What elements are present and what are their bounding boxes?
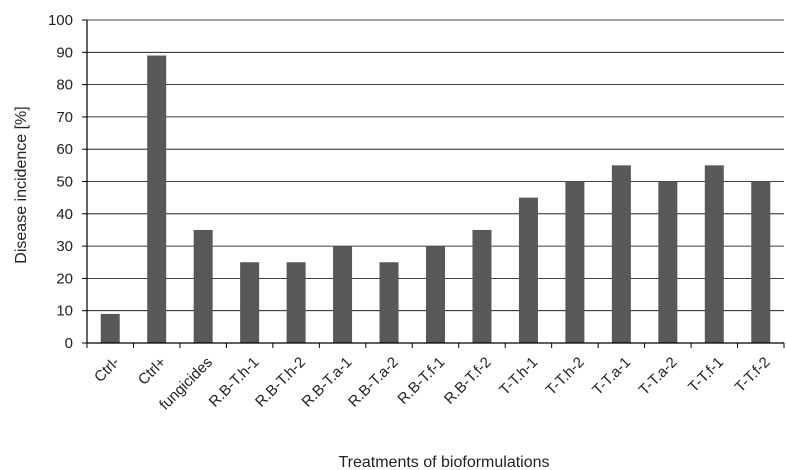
x-tick-label: R.B-T.a-1 [299, 354, 356, 411]
bar [704, 165, 724, 343]
x-tick-label: T-T.h-2 [543, 354, 588, 399]
y-tick-label: 20 [56, 270, 73, 287]
x-tick-label: T-T.h-1 [496, 354, 541, 399]
x-tick-label: R.B-T.a-2 [345, 354, 402, 411]
y-tick-label: 30 [56, 238, 73, 255]
bar [611, 165, 631, 343]
bar [658, 181, 678, 343]
x-tick-label: T-T.f-1 [685, 354, 727, 396]
y-tick-label: 10 [56, 303, 73, 320]
y-tick-label: 70 [56, 109, 73, 126]
y-tick-label: 60 [56, 141, 73, 158]
bar [426, 246, 445, 343]
x-axis-title: Treatments of bioformulations [338, 454, 549, 470]
x-tick-label: T-T.a-1 [589, 354, 634, 399]
bar [333, 246, 353, 343]
bar [379, 262, 399, 343]
bars [100, 55, 771, 343]
bar [147, 55, 167, 343]
y-tick-labels: 0 10 20 30 40 50 60 70 80 90 100 [48, 12, 87, 352]
bar [565, 181, 585, 343]
bar [472, 229, 492, 343]
bar [193, 229, 213, 343]
x-tick-label: R.B-T.h-1 [206, 354, 263, 411]
x-tick-label: Ctrl+ [135, 354, 170, 389]
x-tick-labels: Ctrl- Ctrl+fungicidesR.B-T.h-1R.B-T.h-2R.… [86, 343, 785, 414]
y-tick-label: 0 [65, 335, 73, 352]
x-tick-label: R.B-T.h-2 [252, 354, 309, 411]
y-tick-label: 100 [48, 12, 73, 29]
x-tick-label: R.B-T.f-2 [441, 354, 495, 408]
y-tick-label: 90 [56, 44, 73, 61]
bar [518, 197, 538, 343]
bar [751, 181, 771, 343]
y-tick-label: 40 [56, 206, 73, 223]
y-tick-label: 80 [56, 77, 73, 94]
bar [240, 262, 260, 343]
x-tick-label: Ctrl- [91, 354, 123, 386]
x-tick-label: R.B-T.f-1 [394, 354, 448, 408]
bar [100, 313, 120, 343]
bar [286, 262, 306, 343]
y-tick-label: 50 [56, 174, 73, 191]
x-tick-label: T-T.a-2 [636, 354, 681, 399]
y-axis-title: Disease incidence [%] [13, 106, 30, 263]
x-tick-label: T-T.f-2 [732, 354, 774, 396]
